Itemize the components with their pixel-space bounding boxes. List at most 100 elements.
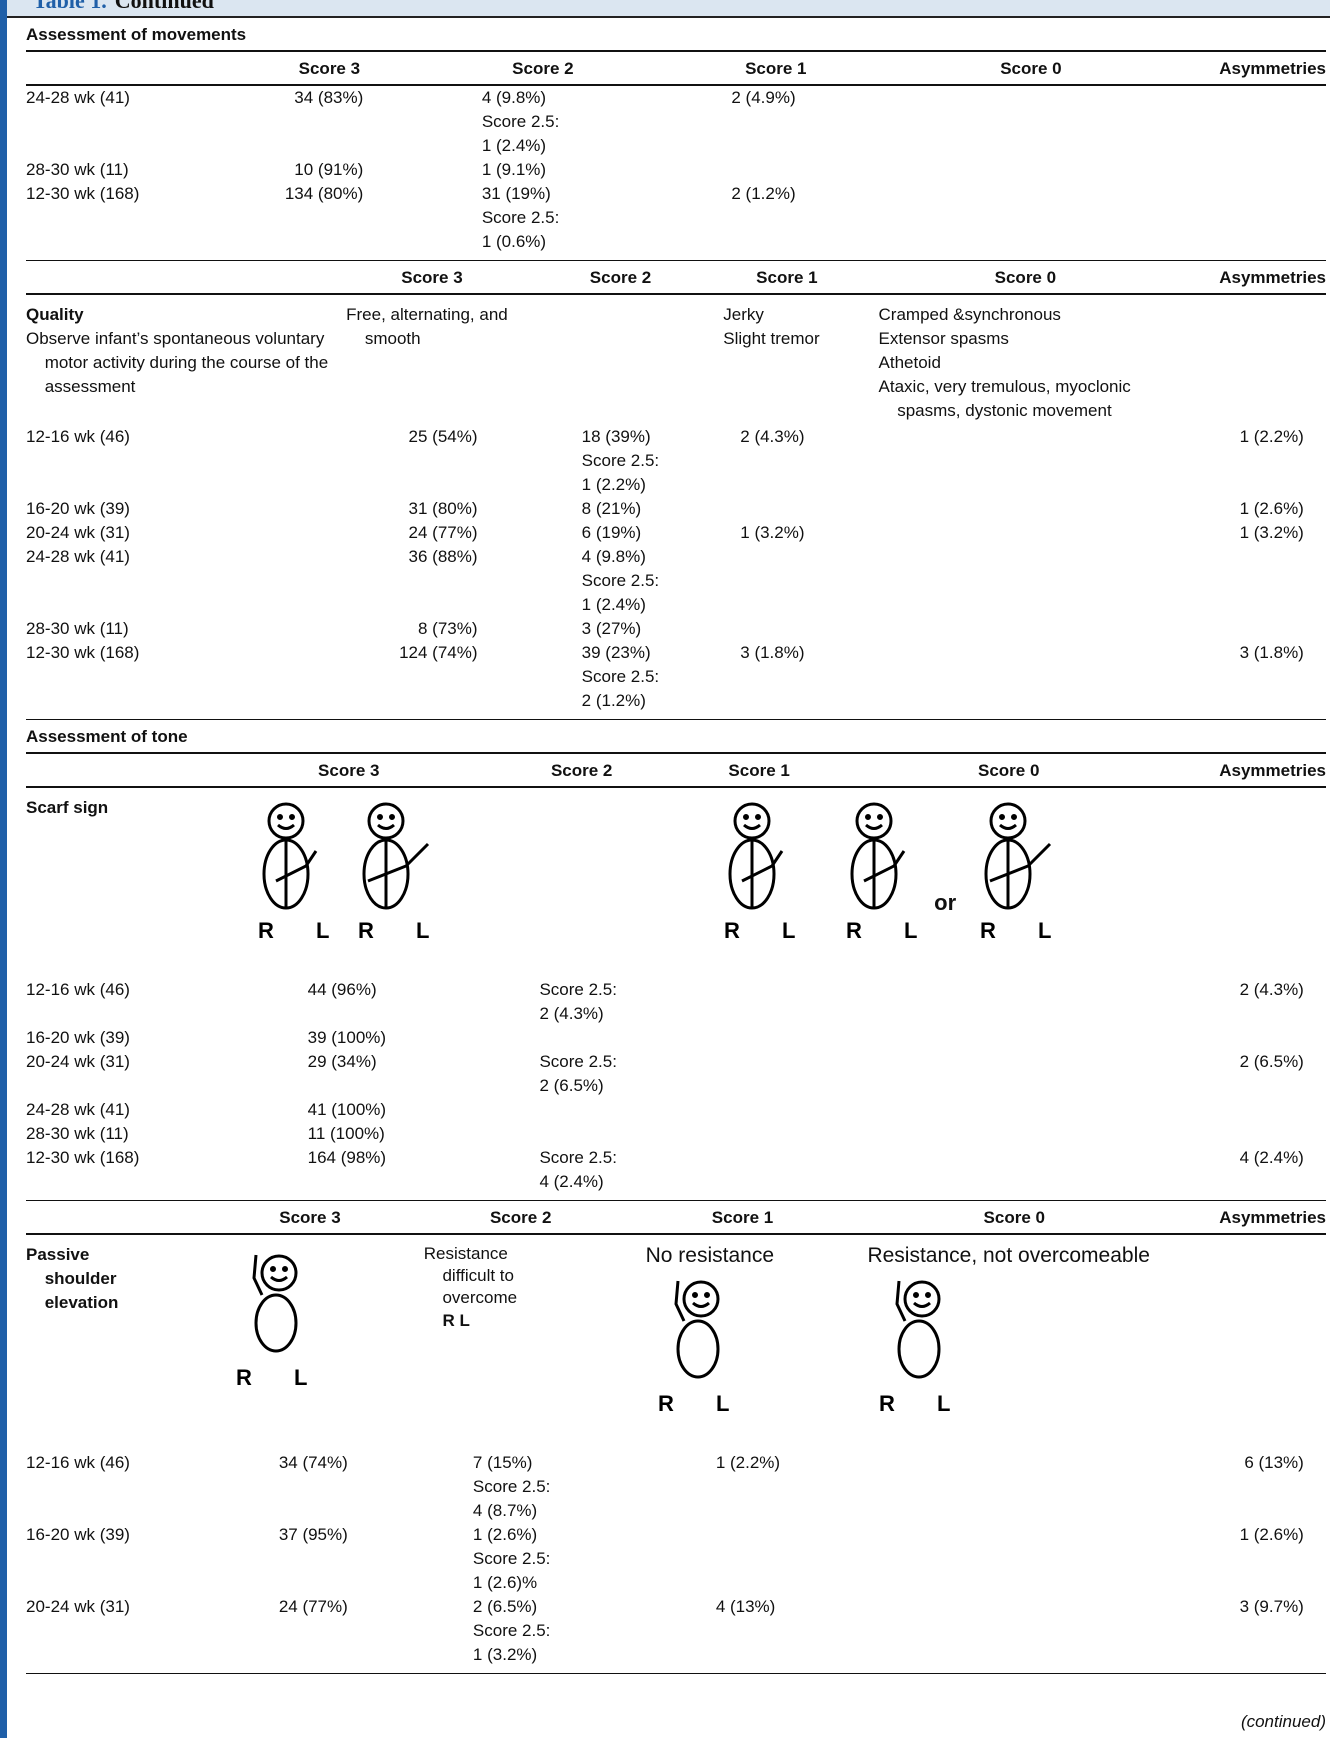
header-row: Score 3 Score 2 Score 1 Score 0 Asymmetries: [26, 52, 1326, 86]
data-cell: [820, 1146, 1197, 1194]
data-cell: 8 (21%): [581, 499, 642, 518]
side-label: R: [980, 918, 996, 943]
figure-stroke: [733, 802, 771, 840]
descriptor: Athetoid: [878, 353, 941, 372]
item-name: Scarf sign: [26, 798, 109, 817]
data-row: 28-30 wk (11) 10 (91%) 1 (9.1%): [26, 158, 1326, 182]
header-cell: [26, 1201, 211, 1235]
data-cell: Score 2.5: 2 (6.5%): [539, 1052, 617, 1095]
data-cell: 2 (6.5%): [1239, 1052, 1304, 1071]
row-label: 20-24 wk (31): [26, 1052, 130, 1071]
data-cell: [1197, 1026, 1326, 1050]
data-cell: [820, 1026, 1197, 1050]
data-cell: 24 (77%): [408, 523, 478, 542]
data-cell: 1 (2.6%): [1239, 499, 1304, 518]
figure-stroke: [863, 850, 906, 883]
data-cell: [820, 1050, 1197, 1098]
data-cell: [865, 521, 1187, 545]
row-label: 28-30 wk (11): [26, 619, 129, 638]
header-row: Score 3 Score 2 Score 1 Score 0 Asymmetries: [26, 754, 1326, 788]
data-cell: Score 2.5: 2 (4.3%): [539, 980, 617, 1023]
row-label: 16-20 wk (39): [26, 1028, 130, 1047]
side-label: L: [782, 918, 795, 943]
side-label: L: [294, 1365, 307, 1390]
row-label: 28-30 wk (11): [26, 160, 129, 179]
row-label: 12-16 wk (46): [26, 1453, 130, 1472]
figure-stroke: [755, 814, 762, 820]
data-cell: [887, 182, 1175, 254]
side-label: R: [236, 1365, 252, 1390]
item-name: Quality: [26, 305, 84, 324]
item-name: Passive shoulder elevation: [26, 1245, 119, 1312]
figure-caption: No resistance: [645, 1244, 774, 1267]
data-row: 20-24 wk (31) 24 (77%) 2 (6.5%) Score 2.5:…: [26, 1595, 1326, 1667]
figure-stroke: [682, 1280, 720, 1318]
column-header: Score 3: [210, 1201, 410, 1235]
data-cell: 124 (74%): [399, 643, 478, 662]
rule: [26, 713, 1326, 720]
footer: (continued): [1240, 1712, 1326, 1731]
figure-stroke: [377, 814, 384, 820]
data-cell: 1 (3.2%): [1239, 523, 1304, 542]
figure-stroke: [855, 802, 893, 840]
data-cell: 4 (9.8%) Score 2.5: 1 (2.4%): [581, 547, 660, 614]
row-label: 12-16 wk (46): [26, 427, 130, 446]
descriptor: Slight tremor: [723, 329, 820, 348]
item-cell: [1186, 294, 1326, 425]
data-cell: 39 (23%) Score 2.5: 2 (1.2%): [581, 643, 660, 710]
item-cell: [465, 787, 698, 948]
item-description: Observe infant’s spontaneous voluntary m…: [26, 329, 329, 396]
data-cell: 3 (9.7%): [1239, 1597, 1304, 1616]
data-cell: 18 (39%) Score 2.5: 1 (2.2%): [581, 427, 660, 494]
item-cell: Scarf sign: [26, 787, 232, 948]
figure-stroke: [743, 823, 762, 830]
data-row: 28-30 wk (11) 11 (100%): [26, 1122, 1326, 1146]
column-header: Score 2: [409, 1201, 632, 1235]
data-cell: [865, 545, 1187, 617]
section-title: Assessment of tone: [26, 720, 1326, 754]
side-label: L: [1038, 918, 1051, 943]
data-table: Score 3 Score 2 Score 1 Score 0 Asymmetries Q…: [26, 261, 1326, 713]
data-row: 16-20 wk (39) 39 (100%): [26, 1026, 1326, 1050]
figure-stroke: [270, 1275, 289, 1282]
row-label: 16-20 wk (39): [26, 1525, 130, 1544]
data-cell: [853, 1451, 1175, 1523]
data-cell: 7 (15%) Score 2.5: 4 (8.7%): [472, 1453, 551, 1520]
table-header: Table 1. Continued: [7, 0, 1330, 18]
item-cell: Resistance, not overcomeable R L: [853, 1234, 1175, 1421]
data-cell: 1 (9.1%): [481, 160, 547, 179]
data-cell: [1175, 182, 1326, 254]
column-header: Asymmetries: [1186, 261, 1326, 295]
column-header: Asymmetries: [1175, 1201, 1326, 1235]
data-cell: 31 (19%) Score 2.5: 1 (0.6%): [481, 184, 560, 251]
column-header: Score 2: [420, 52, 665, 86]
figure-stroke: [289, 814, 296, 820]
column-header: Score 3: [232, 754, 466, 788]
side-label: R: [658, 1391, 674, 1416]
column-header: Score 1: [664, 52, 887, 86]
data-cell: 4 (2.4%): [1239, 1148, 1304, 1167]
data-cell: 1 (2.6%) Score 2.5: 1 (2.6)%: [472, 1525, 551, 1592]
data-cell: [865, 425, 1187, 497]
figure-stroke: [903, 1280, 941, 1318]
item-cell: Free, alternating, and smooth: [332, 294, 532, 425]
side-label: R: [846, 918, 862, 943]
column-header: Score 0: [864, 261, 1187, 295]
figure-stroke: [254, 1293, 298, 1353]
header-row: Score 3 Score 2 Score 1 Score 0 Asymmetries: [26, 1201, 1326, 1235]
descriptor: Free, alternating, and smooth: [346, 305, 508, 348]
figure-stroke: [275, 850, 318, 883]
data-cell: 134 (80%): [284, 184, 364, 203]
data-cell: 4 (9.8%) Score 2.5: 1 (2.4%): [481, 88, 560, 155]
data-cell: 3 (1.8%): [1239, 643, 1304, 662]
figure-stroke: [865, 823, 884, 830]
column-header: Score 0: [853, 1201, 1176, 1235]
row-label: 12-30 wk (168): [26, 184, 140, 203]
column-header: Score 0: [886, 52, 1176, 86]
